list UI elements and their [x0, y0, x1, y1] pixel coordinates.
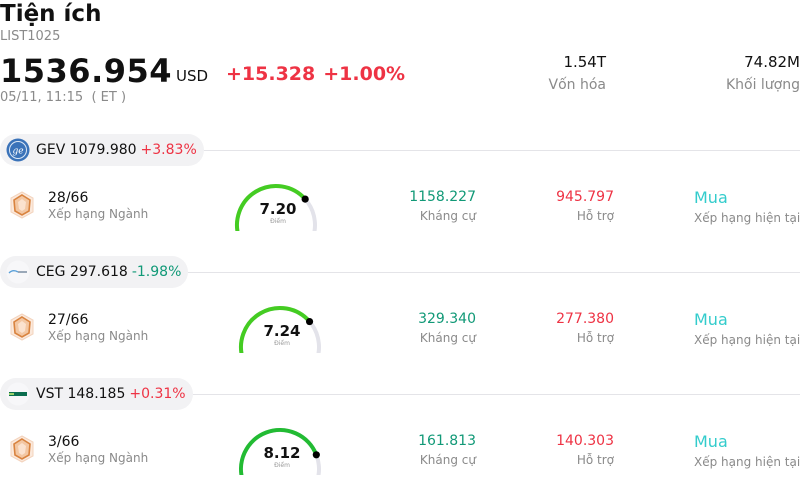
index-change: +15.328 +1.00%: [226, 63, 405, 85]
score-marker: [301, 195, 309, 203]
ge-logo-icon: ge: [6, 138, 30, 162]
score-value: 8.12: [263, 444, 301, 462]
stock-pill[interactable]: VST 148.185 +0.31%: [0, 378, 193, 410]
change-value: +15.328: [226, 63, 316, 85]
stock-ticker: GEV: [36, 142, 66, 158]
resistance-value: 1158.227: [409, 189, 476, 205]
sector-rank-icon: [10, 191, 34, 219]
score-gauge: [235, 184, 317, 231]
stock-pill[interactable]: ge GEV 1079.980 +3.83%: [0, 134, 204, 166]
score-value: 7.24: [263, 322, 301, 340]
constellation-logo-icon: [6, 260, 30, 284]
stock-ticker: VST: [36, 386, 64, 402]
stock-ticker: CEG: [36, 264, 66, 280]
resistance-value: 329.340: [418, 311, 476, 327]
sector-rank-value: 28/66: [48, 190, 89, 206]
sector-rank-label: Xếp hạng Ngành: [48, 451, 149, 465]
vistra-logo-icon: [6, 382, 30, 406]
support-label: Hỗ trợ: [576, 331, 614, 345]
sector-rank-label: Xếp hạng Ngành: [48, 207, 149, 221]
sector-rank-value: 3/66: [48, 434, 80, 450]
resistance-value: 161.813: [418, 433, 476, 449]
score-label: Điểm: [274, 340, 290, 347]
support-label: Hỗ trợ: [576, 453, 614, 467]
resistance-label: Kháng cự: [419, 453, 476, 467]
score-gauge: [239, 428, 321, 475]
support-value: 945.797: [556, 189, 614, 205]
timestamp: 05/11, 11:15 ( ET ): [0, 90, 127, 105]
current-rating: Mua: [694, 432, 728, 451]
support-value: 277.380: [556, 311, 614, 327]
sector-rank-value: 27/66: [48, 312, 89, 328]
score-marker: [305, 317, 314, 326]
stock-change-percent: +3.83%: [140, 142, 197, 158]
volume-label: Khối lượng: [725, 77, 800, 93]
score-value: 7.20: [259, 200, 297, 218]
svg-text:ge: ge: [12, 147, 23, 157]
resistance-label: Kháng cự: [419, 209, 476, 223]
score-label: Điểm: [274, 462, 290, 469]
divider: [188, 272, 800, 273]
page-title: Tiện ích: [0, 1, 102, 27]
divider: [193, 394, 800, 395]
current-rating: Mua: [694, 310, 728, 329]
volume-value: 74.82M: [744, 53, 800, 71]
stock-price: 1079.980: [69, 142, 137, 158]
divider: [204, 150, 800, 151]
current-rating-label: Xếp hạng hiện tại: [694, 211, 800, 225]
stock-price: 148.185: [67, 386, 126, 402]
score-gauge: [239, 306, 321, 353]
current-rating: Mua: [694, 188, 728, 207]
sector-rank-icon: [10, 313, 34, 341]
resistance-label: Kháng cự: [419, 331, 476, 345]
currency-label: USD: [176, 67, 209, 85]
change-percent: +1.00%: [323, 63, 406, 85]
support-value: 140.303: [556, 433, 614, 449]
stock-pill[interactable]: CEG 297.618 -1.98%: [0, 256, 189, 288]
stock-change-percent: +0.31%: [129, 386, 186, 402]
sector-rank-icon: [10, 435, 34, 463]
stock-price: 297.618: [69, 264, 128, 280]
current-rating-label: Xếp hạng hiện tại: [694, 333, 800, 347]
score-label: Điểm: [270, 218, 286, 225]
sector-rank-label: Xếp hạng Ngành: [48, 329, 149, 343]
stock-change-percent: -1.98%: [131, 264, 182, 280]
index-symbol: LIST1025: [0, 29, 61, 44]
market-cap-label: Vốn hóa: [548, 77, 606, 93]
current-rating-label: Xếp hạng hiện tại: [694, 455, 800, 469]
index-price: 1536.954: [0, 52, 173, 90]
market-cap-value: 1.54T: [563, 53, 606, 71]
support-label: Hỗ trợ: [576, 209, 614, 223]
score-marker: [312, 451, 320, 459]
